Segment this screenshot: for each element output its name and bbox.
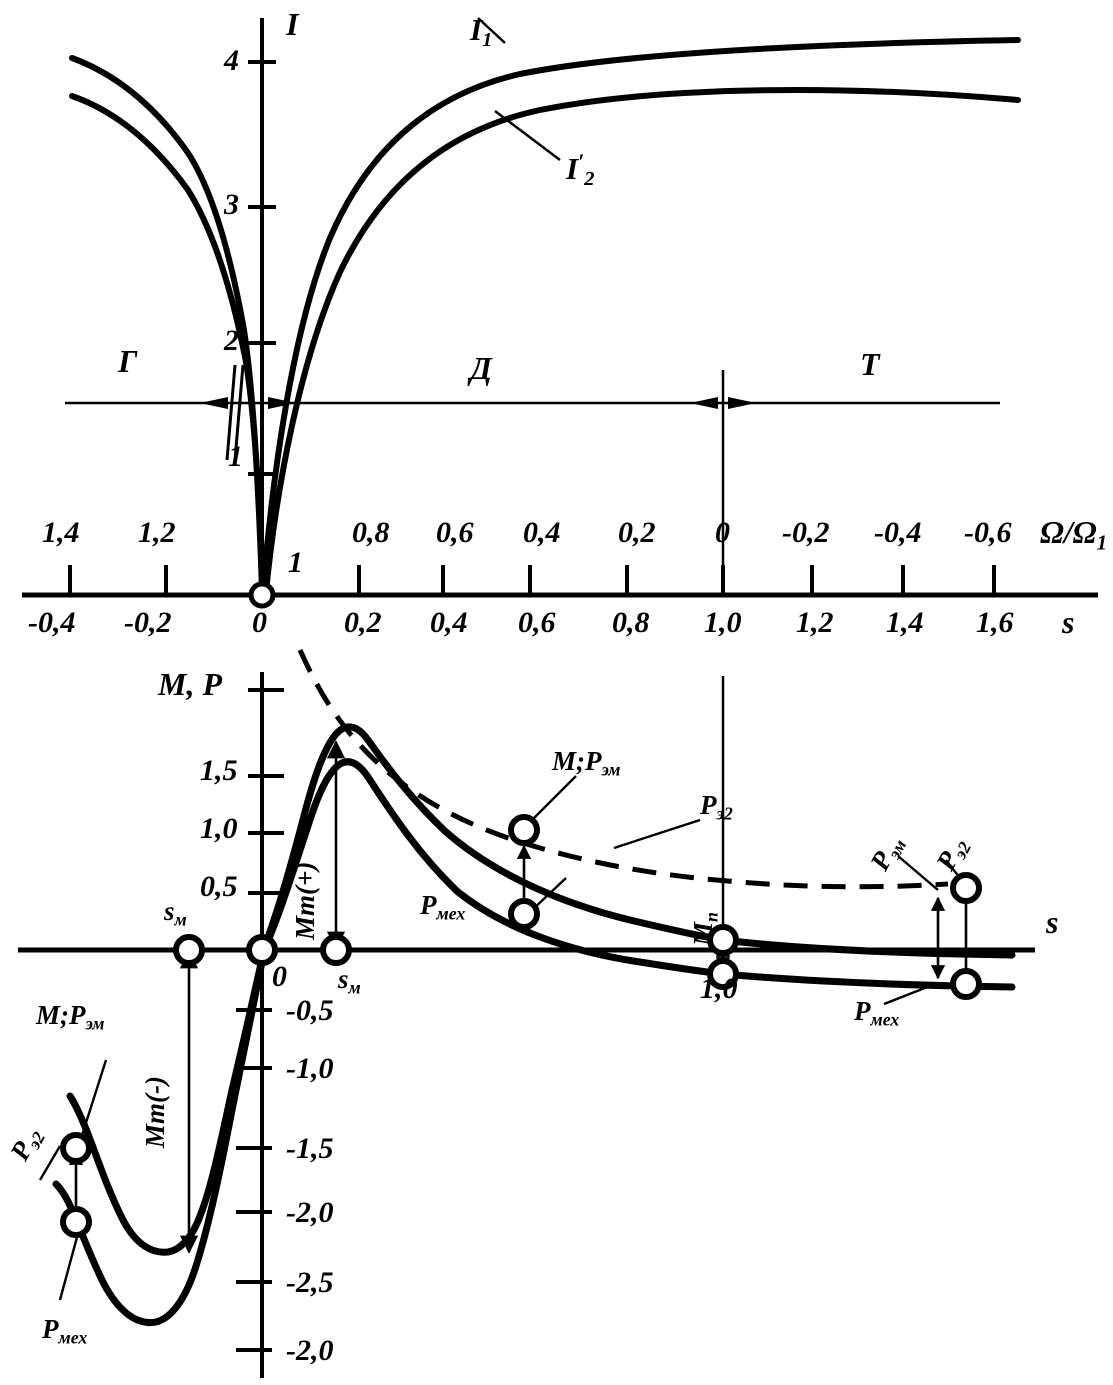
top-slip-0: 0 — [252, 606, 267, 639]
top-slip-1.0: 1,0 — [704, 606, 742, 639]
curve-label-I1: I1 — [470, 14, 492, 51]
top-xtick-1.2: 1,2 — [138, 516, 176, 549]
top-slip-1.4: 1,4 — [886, 606, 924, 639]
bottom-y-m0.5: -0,5 — [286, 994, 334, 1027]
curve-Pmekh — [260, 758, 1016, 991]
top-xtick-0.2: 0,2 — [618, 516, 656, 549]
mid-label-Pmekh: Pмех — [420, 892, 465, 923]
omega-ratio: Ω/Ω — [1040, 514, 1097, 550]
top-slip-m0.2: -0,2 — [124, 606, 172, 639]
curve-Pe2 — [297, 648, 949, 890]
region-label-generator: Г — [118, 343, 138, 379]
top-y-tick-1: 1 — [228, 440, 243, 473]
bottom-chart-markers — [60, 814, 982, 1238]
slip-max-right-sub: м — [348, 977, 361, 998]
torque-max-positive-label: Mm(+) — [290, 861, 320, 940]
bottom-y-1.5: 1,5 — [200, 754, 238, 787]
unity-slip-label: 1,0 — [700, 972, 738, 1005]
bottom-y-m2.5: -2,5 — [286, 1266, 334, 1299]
top-xtick-m0.2: -0,2 — [782, 516, 830, 549]
left-label-M-Pem: M;Pэм — [36, 1002, 104, 1033]
starting-torque-sub: п — [701, 912, 722, 922]
left-label-Pmekh: Pмех — [42, 1316, 87, 1347]
left-Pmekh-base: P — [42, 1314, 59, 1344]
region-label-brake: Т — [860, 346, 880, 382]
top-x-axis-label-slip: s — [1062, 604, 1075, 640]
top-xtick-m0.4: -0,4 — [874, 516, 922, 549]
top-xtick-0: 0 — [715, 516, 730, 549]
slip-max-right-base: s — [338, 964, 349, 994]
top-xtick-0.8: 0,8 — [352, 516, 390, 549]
right-label-Pmekh: Pмех — [854, 998, 899, 1029]
starting-torque-base: M — [688, 921, 718, 946]
bottom-origin-label: 0 — [272, 960, 287, 993]
curve-label-I2-base: I — [566, 150, 579, 186]
starting-torque-label: Mп — [688, 912, 722, 946]
top-xtick-1.4: 1,4 — [42, 516, 80, 549]
left-Pem-base: M;P — [36, 1000, 86, 1030]
top-xtick-0.4: 0,4 — [523, 516, 561, 549]
top-slip-1.2: 1,2 — [796, 606, 834, 639]
bottom-chart-y-axis-label: M, P — [158, 666, 222, 702]
mid-label-M-Pem: M;Pэм — [552, 748, 620, 779]
curve-I1-right — [260, 37, 1021, 595]
right-Pmekh-base: P — [854, 996, 871, 1026]
bottom-x-axis-label: s — [1046, 904, 1059, 940]
curve-label-I1-sub: 1 — [482, 29, 493, 52]
top-slip-m0.4: -0,4 — [28, 606, 76, 639]
mid-Pmekh-base: P — [420, 890, 437, 920]
left-Pem-sub: эм — [85, 1013, 105, 1034]
bottom-y-m3.0: -2,0 — [286, 1334, 334, 1367]
top-chart-origin-marker — [248, 581, 276, 609]
top-y-tick-3: 3 — [224, 188, 239, 221]
top-chart-y-axis-label: I — [286, 6, 299, 42]
bottom-y-m1.0: -1,0 — [286, 1052, 334, 1085]
region-divider — [65, 364, 1000, 565]
bottom-y-0.5: 0,5 — [200, 870, 238, 903]
bottom-y-1.0: 1,0 — [200, 812, 238, 845]
curve-I2prime-right — [263, 87, 1021, 595]
torque-max-negative-label: Mm(-) — [140, 1076, 170, 1148]
top-slip-1.6: 1,6 — [976, 606, 1014, 639]
top-slip-0.6: 0,6 — [518, 606, 556, 639]
top-xtick-m0.6: -0,6 — [964, 516, 1012, 549]
top-y-tick-2: 2 — [224, 324, 239, 357]
curve-label-I1-base: I — [470, 12, 483, 47]
bottom-y-m1.5: -1,5 — [286, 1132, 334, 1165]
curve-label-I2prime: I′2 — [566, 150, 595, 190]
mid-label-Pe2: Pэ2 — [700, 792, 733, 823]
left-Pmekh-sub: мех — [58, 1327, 88, 1348]
top-y-tick-4: 4 — [224, 44, 239, 77]
top-xtick-0.6: 0,6 — [436, 516, 474, 549]
top-x-axis-label-omega: Ω/Ω1 — [1040, 516, 1107, 553]
mid-Pe2-sub: э2 — [716, 803, 733, 824]
callout-I2prime — [494, 110, 561, 161]
omega-sub: 1 — [1096, 530, 1108, 555]
top-xtick-origin-1: 1 — [288, 546, 303, 579]
top-slip-0.4: 0,4 — [430, 606, 468, 639]
mid-Pmekh-sub: мех — [436, 903, 466, 924]
bottom-y-m2.0: -2,0 — [286, 1196, 334, 1229]
mid-Pem-base: M;P — [552, 746, 602, 776]
callout-lines-bottom — [38, 775, 967, 1301]
slip-max-left-label: sм — [164, 898, 187, 929]
curve-label-I2-sub: 2 — [584, 167, 595, 190]
mid-Pe2-base: P — [700, 790, 717, 820]
right-Pmekh-sub: мех — [870, 1009, 900, 1030]
slip-max-right-label: sм — [338, 966, 361, 997]
slip-max-left-base: s — [164, 896, 175, 926]
curve-I2prime — [69, 93, 266, 595]
mid-Pem-sub: эм — [601, 759, 621, 780]
slip-max-left-sub: м — [174, 909, 187, 930]
region-label-motor: Д — [470, 350, 492, 386]
callout-I1 — [477, 17, 506, 44]
prime-mark: ′ — [578, 150, 585, 174]
curve-M-Pem — [260, 723, 1016, 959]
top-slip-0.2: 0,2 — [344, 606, 382, 639]
top-slip-0.8: 0,8 — [612, 606, 650, 639]
